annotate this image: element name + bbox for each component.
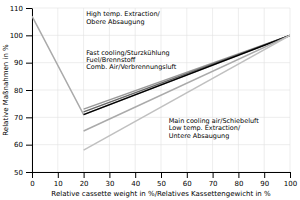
x-tick-label: 50 bbox=[157, 180, 166, 188]
x-axis-title: Relative cassette weight in %/Relatives … bbox=[51, 190, 271, 198]
y-tick-mark bbox=[26, 117, 32, 118]
x-tick-label: 60 bbox=[183, 180, 192, 188]
x-tick-label: 10 bbox=[54, 180, 63, 188]
x-tick-label: 90 bbox=[260, 180, 269, 188]
x-tick: 50 bbox=[157, 172, 166, 188]
x-tick-mark bbox=[161, 172, 162, 178]
annotation-line: Comb. Air/Verbrennungsluft bbox=[86, 63, 177, 71]
grid-line-y bbox=[32, 35, 290, 36]
y-axis: 50 60 70 80 90 100 110 bbox=[10, 5, 33, 177]
y-tick-label: 60 bbox=[14, 141, 23, 149]
x-tick: 90 bbox=[260, 172, 269, 188]
x-tick-label: 30 bbox=[105, 180, 114, 188]
y-tick: 70 bbox=[14, 114, 32, 122]
grid-line-y bbox=[32, 144, 290, 145]
y-axis-line bbox=[32, 9, 33, 173]
x-tick: 0 bbox=[30, 172, 34, 188]
grid-line-y bbox=[32, 8, 290, 9]
series-line bbox=[32, 16, 290, 114]
annotation-line: Obere Absaugung bbox=[86, 18, 144, 26]
x-tick: 100 bbox=[284, 172, 297, 188]
x-tick-mark bbox=[58, 172, 59, 178]
x-tick-label: 100 bbox=[284, 180, 297, 188]
x-tick-label: 20 bbox=[80, 180, 89, 188]
annotation: Main cooling air/SchiebeluftLow temp. Ex… bbox=[169, 117, 260, 140]
plot: 0 10 20 30 40 50 60 70 80 90 100 50 60 70 80 90 100 110 Hi… bbox=[10, 5, 298, 188]
x-tick-mark bbox=[264, 172, 265, 178]
x-tick: 40 bbox=[131, 172, 140, 188]
x-tick-label: 0 bbox=[30, 180, 34, 188]
x-tick: 30 bbox=[105, 172, 114, 188]
y-tick: 50 bbox=[14, 169, 32, 177]
y-tick-mark bbox=[26, 63, 32, 64]
x-tick-mark bbox=[213, 172, 214, 178]
y-tick: 100 bbox=[10, 32, 32, 40]
series-line bbox=[84, 35, 290, 131]
y-tick: 60 bbox=[14, 141, 32, 149]
lines bbox=[32, 16, 290, 150]
x-tick: 10 bbox=[54, 172, 63, 188]
y-tick-mark bbox=[26, 145, 32, 146]
x-tick-mark bbox=[135, 172, 136, 178]
y-tick-mark bbox=[26, 35, 32, 36]
x-axis: 0 10 20 30 40 50 60 70 80 90 100 bbox=[30, 172, 297, 188]
y-tick: 110 bbox=[10, 5, 32, 13]
x-tick-mark bbox=[84, 172, 85, 178]
y-tick-label: 100 bbox=[10, 32, 23, 40]
x-tick-label: 70 bbox=[209, 180, 218, 188]
x-tick-label: 40 bbox=[131, 180, 140, 188]
y-tick: 80 bbox=[14, 87, 32, 95]
x-tick-mark bbox=[238, 172, 239, 178]
series-line bbox=[84, 35, 290, 150]
x-tick: 20 bbox=[80, 172, 89, 188]
y-tick-mark bbox=[26, 90, 32, 91]
series-line bbox=[84, 35, 290, 114]
x-tick: 60 bbox=[183, 172, 192, 188]
annotations: High temp. Extraction/Obere Absaugung Fas… bbox=[86, 10, 259, 140]
annotation-line: Untere Absaugung bbox=[169, 132, 230, 140]
x-tick: 70 bbox=[209, 172, 218, 188]
x-tick-mark bbox=[290, 172, 291, 178]
y-tick-mark bbox=[26, 8, 32, 9]
y-axis-title: Relative Maßnahmen in % bbox=[2, 44, 10, 136]
x-tick-mark bbox=[32, 172, 33, 178]
y-tick: 90 bbox=[14, 59, 32, 67]
x-tick-label: 80 bbox=[234, 180, 243, 188]
y-tick-label: 80 bbox=[14, 87, 23, 95]
x-tick-mark bbox=[109, 172, 110, 178]
y-tick-mark bbox=[26, 172, 32, 173]
y-tick-label: 110 bbox=[10, 5, 23, 13]
y-tick-label: 90 bbox=[14, 59, 23, 67]
annotation: High temp. Extraction/Obere Absaugung bbox=[86, 10, 160, 25]
grid bbox=[32, 8, 290, 172]
chart: 0 10 20 30 40 50 60 70 80 90 100 50 60 70 80 90 100 110 Hi… bbox=[0, 0, 300, 200]
x-tick: 80 bbox=[234, 172, 243, 188]
y-tick-label: 50 bbox=[14, 169, 23, 177]
annotation: Fast cooling/SturzkühlungFuel/Brennstoff… bbox=[86, 49, 177, 72]
x-tick-mark bbox=[187, 172, 188, 178]
y-tick-label: 70 bbox=[14, 114, 23, 122]
